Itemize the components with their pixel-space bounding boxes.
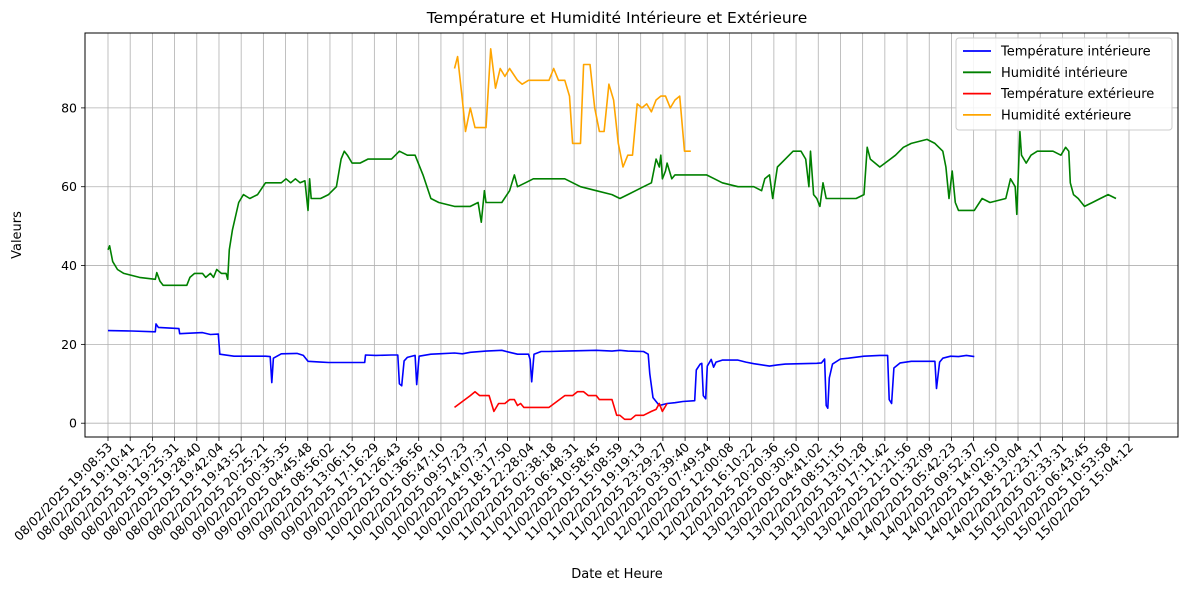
y-tick-label: 60 <box>61 179 77 194</box>
chart-title: Température et Humidité Intérieure et Ex… <box>426 9 808 27</box>
legend-label: Température extérieure <box>1000 87 1154 102</box>
series-line-3 <box>454 390 668 421</box>
y-axis-title: Valeurs <box>10 211 25 259</box>
series-line-4 <box>453 48 691 168</box>
legend-label: Température intérieure <box>1000 45 1151 60</box>
y-axis: 0 20 40 60 80 <box>61 100 85 431</box>
legend-box <box>955 37 1173 131</box>
series-line-2 <box>107 130 1117 287</box>
grid <box>85 33 1178 437</box>
y-tick-label: 0 <box>69 416 77 431</box>
legend-label: Humidité extérieure <box>1001 108 1131 123</box>
y-tick-label: 40 <box>61 258 77 273</box>
legend-label: Humidité intérieure <box>1001 66 1128 81</box>
y-tick-label: 20 <box>61 337 77 352</box>
x-axis-title: Date et Heure <box>571 567 663 582</box>
series-line-1 <box>107 323 975 409</box>
y-tick-label: 80 <box>61 100 77 115</box>
plot-frame <box>84 32 1179 438</box>
series-lines <box>107 48 1117 421</box>
legend: Température intérieure Humidité intérieur… <box>955 37 1173 131</box>
